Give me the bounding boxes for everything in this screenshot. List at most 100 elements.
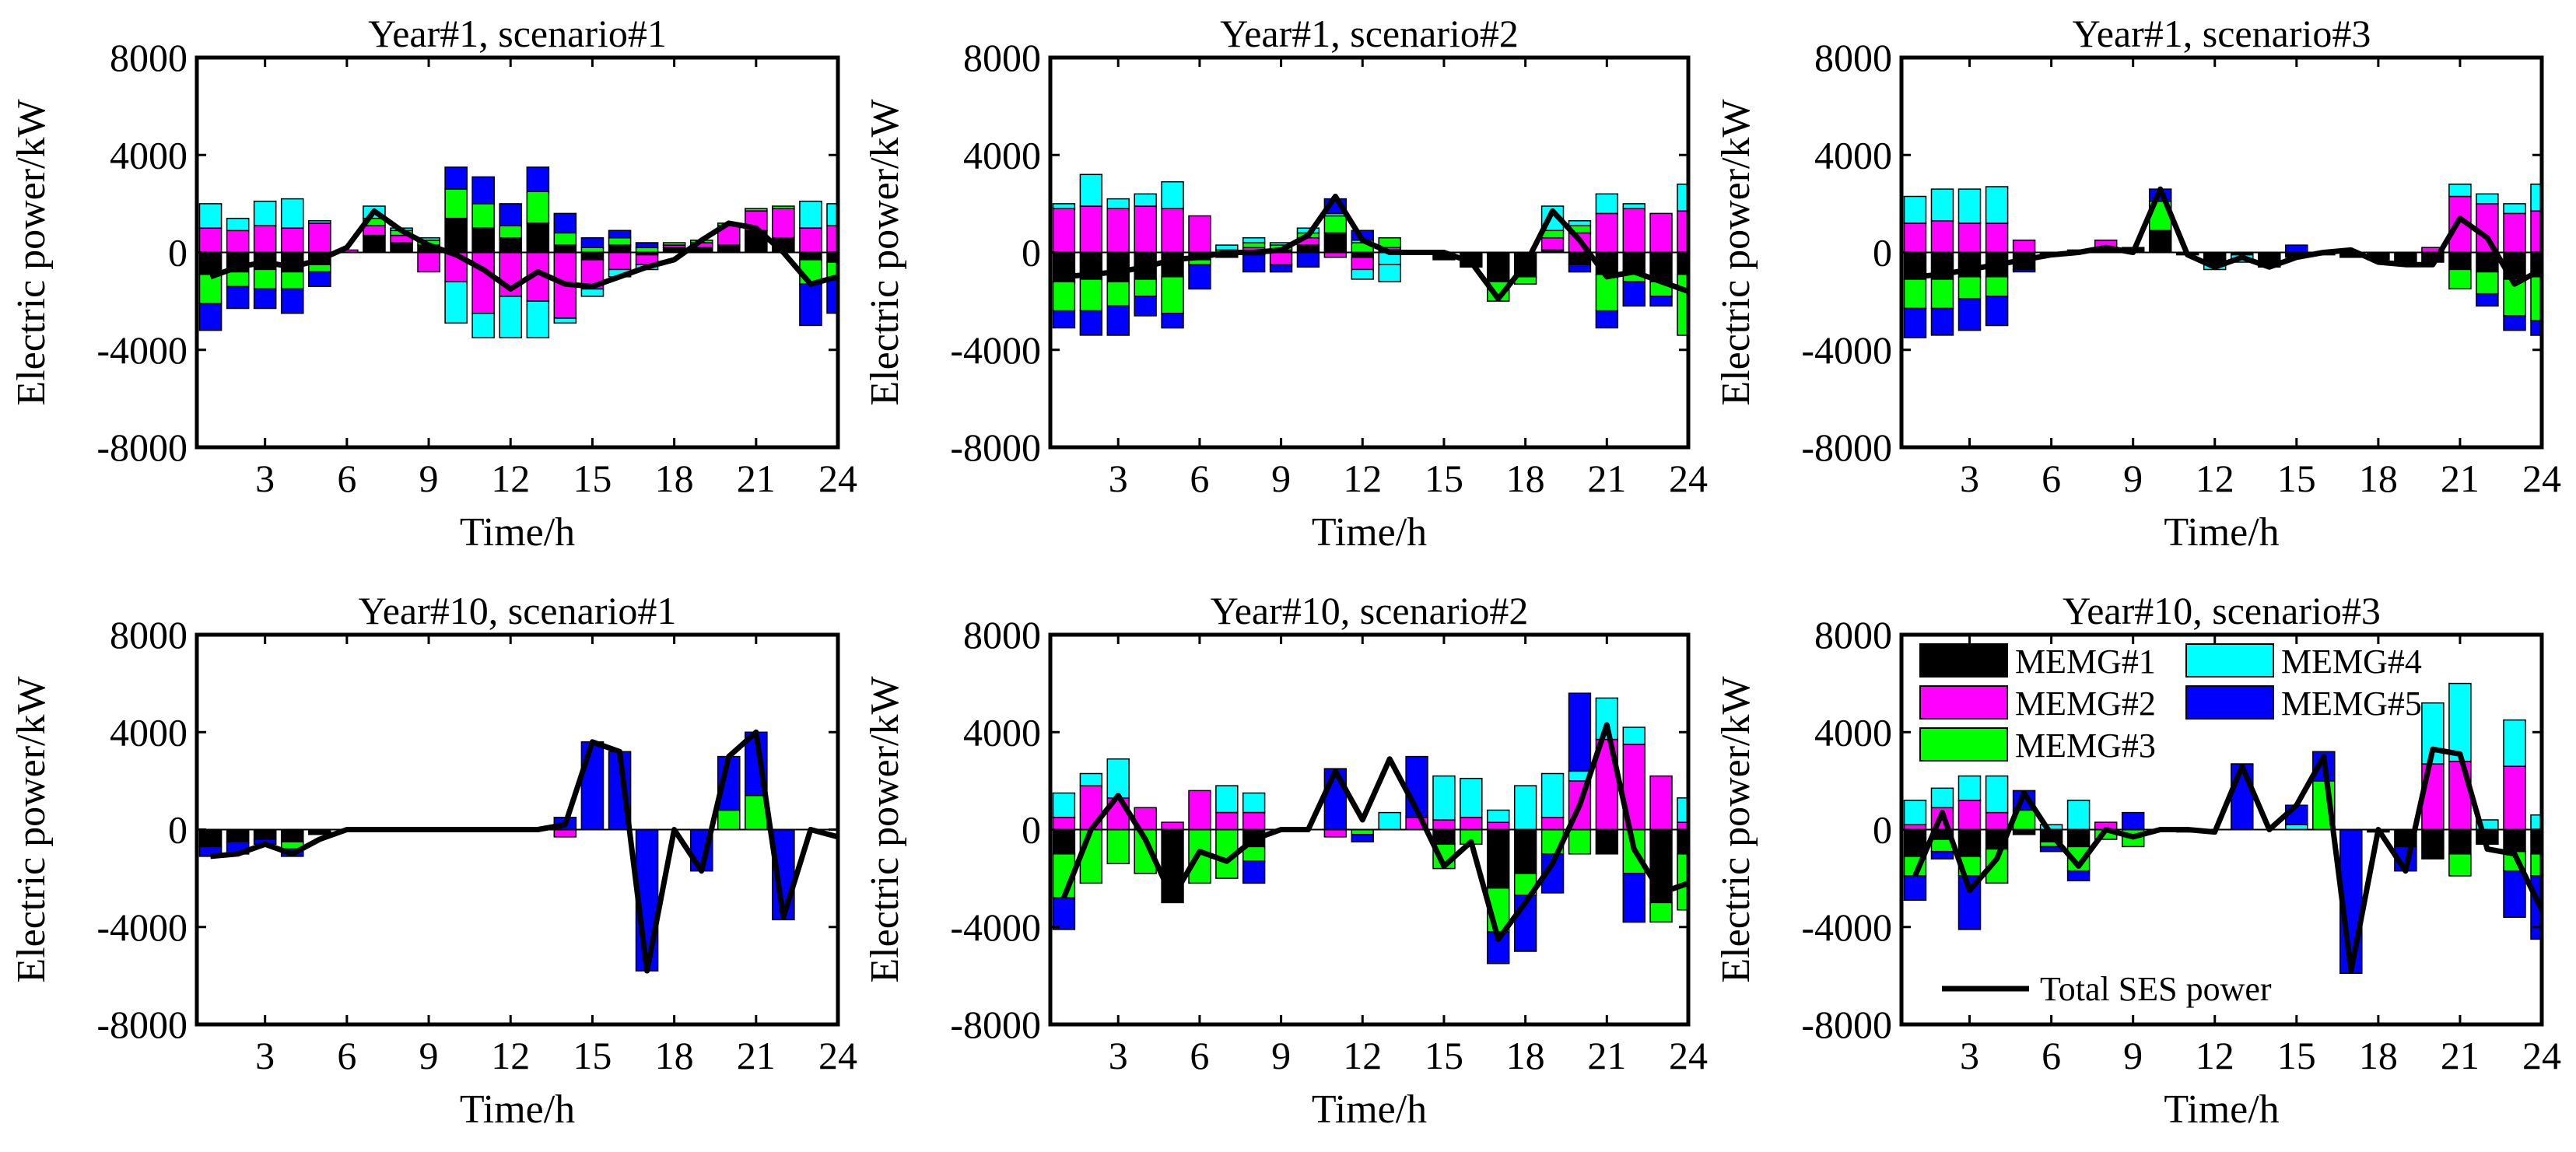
bar-segment [253,268,277,290]
bar-segment [471,227,495,254]
x-tick-label: 21 [2441,1034,2480,1077]
bar-segment [1134,193,1157,207]
x-tick-label: 6 [337,1034,356,1077]
bar-segment [2503,719,2526,767]
bar-segment [2066,828,2091,848]
bar-segment [1134,296,1157,317]
bar-segment [1161,276,1184,314]
x-tick-label: 9 [419,457,439,500]
bar-segment [1052,310,1076,329]
legend-label-memg4: MEMG#4 [2281,643,2422,681]
bar-segment [1242,236,1266,243]
x-tick-label: 15 [1425,1034,1463,1077]
bar-segment [553,828,577,838]
x-tick-label: 24 [818,457,857,500]
bar-segment [308,271,331,288]
bar-segment [1930,220,1954,254]
bar-segment [280,288,304,314]
x-tick-label: 12 [491,1034,530,1077]
bar-segment [471,251,495,314]
bar-segment [1351,268,1374,280]
bar-segment [1106,758,1130,799]
bar-segment [444,217,468,254]
legend-swatch-memg2 [1919,685,2008,720]
y-tick-label: -8000 [950,1003,1041,1046]
bar-segment [2530,828,2542,855]
bar-segment [471,313,495,338]
bar-segment [2121,811,2145,831]
bar-segment [2530,814,2542,831]
bar-segment [1269,251,1293,265]
bar-segment [826,225,838,254]
bar-segment [1378,264,1401,282]
bar-segment [280,271,304,290]
x-tick-label: 18 [1506,1034,1545,1077]
chart-panel: 8000 4000 0 -4000 -8000 3 6 9 12 15 18 21 24 Year#10,… [9,589,857,1132]
x-tick-label: 18 [2359,457,2398,500]
y-axis-label: Electric power/kW [1714,676,1758,982]
y-tick-label: -8000 [950,425,1041,469]
bar-segment [471,176,495,205]
bar-segment [1568,264,1592,273]
bar-segment [580,236,605,248]
y-tick-label: 0 [1022,231,1041,275]
bar-segment [444,281,468,324]
y-tick-label: 0 [168,808,188,852]
chart-title: Year#1, scenario#1 [368,12,667,55]
bar-segment [1985,222,2009,254]
bar-segment [1432,775,1456,821]
x-tick-label: 21 [2441,457,2480,500]
x-axis-label: Time/h [1312,510,1427,555]
bar-segment [308,220,331,224]
bar-segment [1957,298,1982,331]
bar-segment [1215,244,1239,251]
bar-segment [1595,828,1619,855]
bar-segment [499,203,523,226]
legend-label-memg3: MEMG#3 [2015,727,2156,765]
bar-segment [1079,828,1103,884]
bar-segment [1106,198,1130,209]
x-tick-label: 15 [1425,457,1463,500]
bar-segment [1903,278,1927,310]
bar-segment [1540,772,1565,818]
bar-segment [1649,296,1673,307]
bar-segment [1513,895,1537,952]
bar-segment [499,236,523,254]
bar-segment [1985,276,2009,297]
bar-segment [1242,254,1266,273]
y-tick-label: 0 [1873,808,1892,852]
y-tick-label: 8000 [110,613,188,657]
bar-segment [1903,195,1927,224]
bar-segment [2148,229,2172,254]
bar-segment [2503,765,2526,831]
bar-segment [608,244,632,254]
bar-segment [1513,828,1537,874]
legend-label-memg5: MEMG#5 [2281,685,2422,723]
bar-segment [1568,220,1592,226]
bar-segment [2503,870,2526,918]
bar-segment [1622,208,1645,254]
x-tick-label: 12 [2196,1034,2234,1077]
chart-panel: 8000 4000 0 -4000 -8000 3 6 9 12 15 18 21 24 Year#1, … [1714,12,2561,555]
bar-segment [1188,264,1211,290]
bar-segment [1487,251,1510,282]
chart-title: Year#10, scenario#2 [1211,589,1529,632]
bar-segment [717,244,741,254]
x-tick-label: 9 [2123,457,2143,500]
x-axis-label: Time/h [460,510,575,555]
bar-segment [2448,682,2472,762]
y-tick-label: 0 [1873,231,1892,275]
y-tick-label: 4000 [110,133,188,177]
y-tick-label: 8000 [963,36,1041,79]
bar-segment [1957,222,1982,254]
bar-segment [772,208,795,239]
bar-segment [1649,902,1673,923]
bar-segment [1161,180,1184,209]
bar-segment [1930,278,1954,310]
y-tick-label: 8000 [963,613,1041,657]
x-axis-label: Time/h [460,1087,575,1132]
x-tick-label: 6 [1190,457,1209,500]
bar-segment [1188,215,1211,254]
y-axis-label: Electric power/kW [863,99,907,405]
